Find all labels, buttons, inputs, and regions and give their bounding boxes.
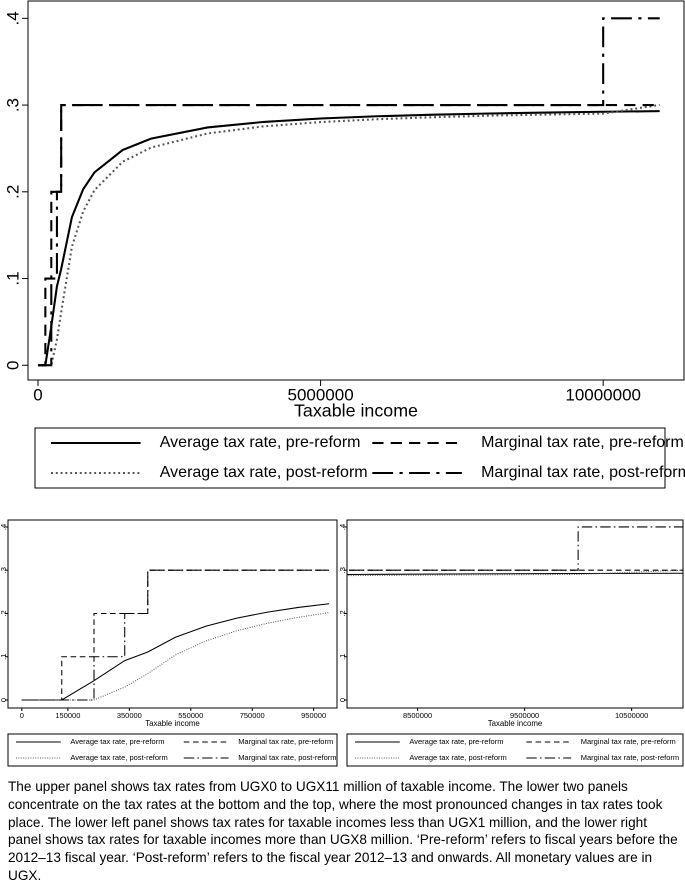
legend-label: Average tax rate, pre-reform — [160, 434, 361, 451]
figure: 0 .1 .2 .3 .4 0 5000000 10000000 Taxable income A… — [0, 0, 685, 767]
y-tick-label: 0 — [3, 361, 22, 370]
series-line — [21, 569, 330, 701]
series-line — [38, 110, 660, 367]
y-tick-label: .2 — [338, 610, 347, 616]
x-tick-label: 10000000 — [565, 385, 641, 404]
x-tick-label: 9500000 — [510, 711, 539, 720]
y-tick-label: .4 — [338, 524, 347, 530]
y-tick-label: 0 — [338, 698, 347, 702]
x-tick-label: 0 — [20, 711, 24, 720]
series-line — [21, 612, 330, 701]
x-tick-label: 350000 — [117, 711, 142, 720]
series-line — [21, 603, 330, 701]
legend-box — [34, 427, 666, 489]
series-line — [347, 572, 683, 576]
legend-label: Marginal tax rate, post-reform — [581, 753, 679, 762]
series-line — [38, 103, 660, 367]
x-tick-label: 5000000 — [287, 385, 353, 404]
caption: The upper panel shows tax rates from UGX… — [8, 779, 678, 883]
x-tick-label: 550000 — [178, 711, 203, 720]
x-tick-label: 0 — [33, 385, 42, 404]
legend-label: Average tax rate, pre-reform — [409, 737, 503, 746]
legend-label: Marginal tax rate, post-reform — [481, 464, 685, 481]
y-tick-label: .3 — [338, 567, 347, 573]
x-axis-title: Taxable income — [294, 401, 418, 421]
legend-label: Average tax rate, post-reform — [409, 753, 506, 762]
series-line — [347, 569, 683, 577]
y-tick-label: .3 — [3, 98, 22, 112]
legend-label: Marginal tax rate, pre-reform — [581, 737, 676, 746]
x-axis-title: Taxable income — [488, 719, 543, 728]
legend-label: Average tax rate, post-reform — [70, 753, 167, 762]
y-tick-label: .1 — [0, 654, 8, 660]
legend-label: Marginal tax rate, pre-reform — [481, 434, 684, 451]
x-axis-title: Taxable income — [145, 719, 200, 728]
plot-frame — [27, 0, 685, 381]
legend-label: Marginal tax rate, pre-reform — [238, 737, 333, 746]
y-tick-label: .1 — [338, 654, 347, 660]
y-tick-label: .3 — [0, 567, 8, 573]
legend-box — [346, 733, 684, 767]
x-tick-label: 750000 — [240, 711, 265, 720]
x-tick-label: 8500000 — [403, 711, 432, 720]
legend-label: Marginal tax rate, post-reform — [238, 753, 336, 762]
series-line — [38, 104, 660, 367]
y-tick-label: .4 — [0, 524, 8, 530]
y-tick-label: .2 — [3, 185, 22, 199]
legend-box — [7, 733, 338, 767]
x-tick-label: 950000 — [301, 711, 326, 720]
plot-frame — [7, 519, 338, 709]
x-tick-label: 10500000 — [615, 711, 648, 720]
series-line — [21, 569, 330, 701]
y-tick-label: .1 — [3, 271, 22, 285]
y-tick-label: .4 — [3, 11, 22, 25]
plot-frame — [346, 519, 684, 709]
x-tick-label: 150000 — [55, 711, 80, 720]
legend-label: Average tax rate, post-reform — [160, 464, 368, 481]
y-tick-label: 0 — [0, 698, 8, 702]
series-line — [38, 17, 660, 367]
legend-label: Average tax rate, pre-reform — [70, 737, 164, 746]
y-tick-label: .2 — [0, 610, 8, 616]
series-line — [347, 526, 683, 571]
